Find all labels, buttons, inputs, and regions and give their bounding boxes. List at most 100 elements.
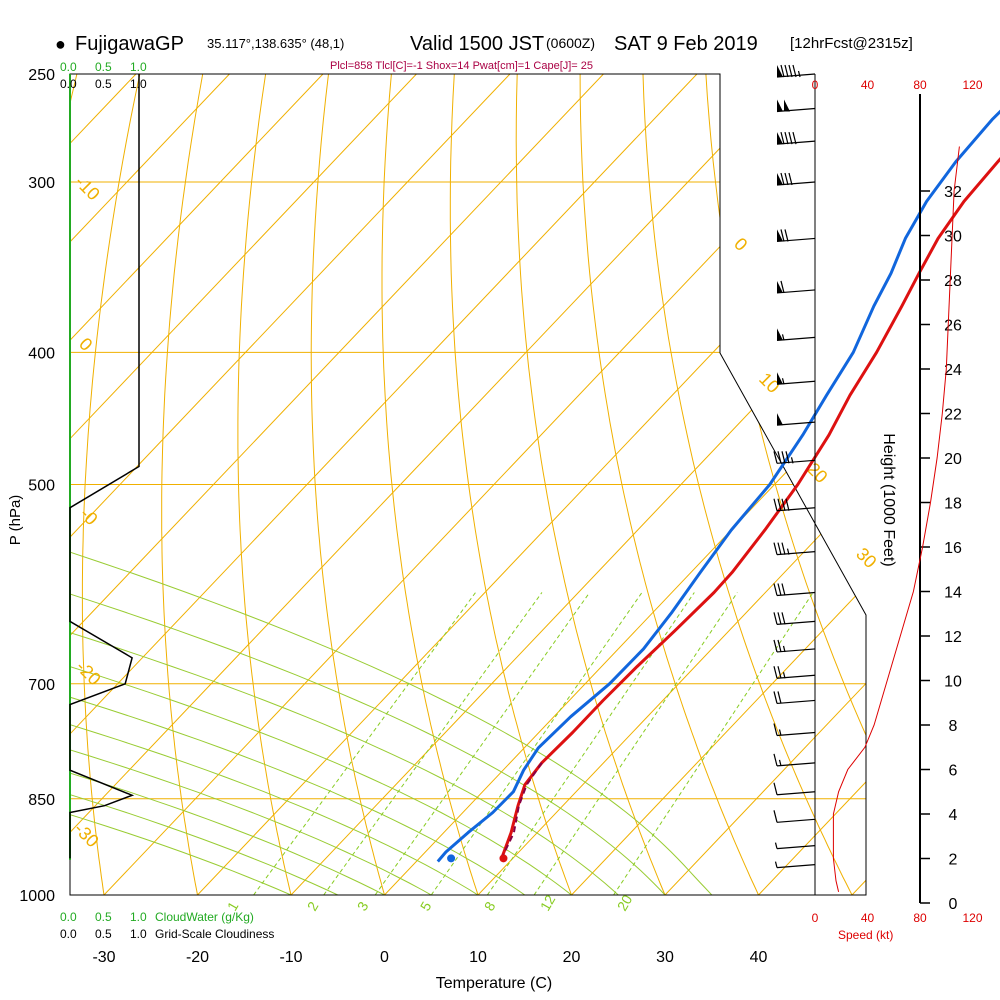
z-time: (0600Z) <box>546 35 595 51</box>
speed-tick-bottom: 80 <box>913 911 927 925</box>
barb-flag <box>777 639 782 653</box>
wind-barb <box>773 782 816 796</box>
cloudwater-tick-bottom: 1.0 <box>130 910 147 924</box>
wind-barb <box>773 639 816 653</box>
barb-pennant <box>777 328 783 341</box>
surface-dewpoint-dot <box>447 854 456 863</box>
wind-barb <box>773 612 816 625</box>
barb-flag <box>773 498 778 511</box>
height-tick: 32 <box>944 184 962 201</box>
barb-flag <box>773 612 778 625</box>
isotherm-line <box>70 74 698 895</box>
barb-half <box>781 334 785 341</box>
cloudiness-tick-top: 0.0 <box>60 77 77 91</box>
dry-adiabat <box>642 74 853 895</box>
barb-flag <box>773 583 778 596</box>
moist-adiabat <box>70 74 619 895</box>
height-tick: 16 <box>944 540 962 557</box>
wind-barb <box>776 64 816 78</box>
barb-flag <box>777 612 782 625</box>
isotherm-line <box>70 74 324 895</box>
barb-staff <box>776 731 816 737</box>
temp-tick: 0 <box>380 949 389 966</box>
barb-flag <box>773 666 778 679</box>
dry-adiabat <box>237 74 292 895</box>
barb-flag <box>784 229 789 242</box>
speed-tick-bottom: 0 <box>812 911 819 925</box>
temp-tick: 40 <box>750 949 768 966</box>
barb-half <box>782 672 786 679</box>
barb-flag <box>780 280 785 294</box>
barb-flag <box>781 498 786 511</box>
barb-pennant <box>777 99 783 112</box>
header-bullet: ● <box>55 34 66 54</box>
temp-tick: -10 <box>279 949 302 966</box>
pressure-tick: 400 <box>28 345 55 362</box>
barb-flag <box>784 172 789 186</box>
valid-time: Valid 1500 JST <box>410 33 544 55</box>
barb-flag <box>788 131 793 145</box>
surface-temp-dot <box>499 854 508 863</box>
mixing-ratio-label: 12 <box>537 892 559 914</box>
temp-tick: -30 <box>92 949 115 966</box>
barb-staff <box>776 791 816 796</box>
wind-speed-profile <box>832 146 960 893</box>
dry-adiabat <box>515 74 666 895</box>
height-tick: 0 <box>949 896 958 913</box>
barb-flag <box>792 64 797 78</box>
wind-barb <box>773 666 816 679</box>
wind-barb <box>773 753 816 767</box>
wind-barb <box>776 131 816 145</box>
plot-frame <box>69 73 867 896</box>
isotherm-line <box>851 74 866 895</box>
y-axis-title: P (hPa) <box>7 495 24 546</box>
height-tick: 24 <box>944 362 962 379</box>
barb-flag <box>780 131 785 145</box>
barb-flag <box>777 498 782 511</box>
barb-flag <box>773 810 778 823</box>
speed-tick-bottom: 120 <box>962 911 982 925</box>
moist-adiabat <box>70 74 339 895</box>
cloudwater-tick-bottom: 0.5 <box>95 910 112 924</box>
mixing-ratio-line <box>613 592 814 895</box>
height-tick: 12 <box>944 629 962 646</box>
x-axis-title: Temperature (C) <box>436 975 552 992</box>
height-tick: 10 <box>944 674 962 691</box>
pressure-tick: 500 <box>28 478 55 495</box>
barb-flag <box>773 753 778 766</box>
height-axis-title: Height (1000 Feet) <box>880 433 897 566</box>
barb-flag <box>777 542 782 555</box>
mixing-ratio-line <box>486 592 695 895</box>
barb-flag <box>777 451 782 464</box>
height-tick: 20 <box>944 451 962 468</box>
speed-tick-top: 120 <box>962 78 982 92</box>
dry-adiabat <box>161 74 204 895</box>
wind-barb <box>773 542 816 556</box>
pressure-tick: 1000 <box>19 888 55 905</box>
height-tick: 14 <box>944 585 962 602</box>
wind-barb <box>774 842 816 850</box>
isotherm-line <box>664 74 866 895</box>
isotherm-label: -20 <box>72 657 105 690</box>
wind-barb <box>773 498 816 512</box>
temp-tick: 10 <box>469 949 487 966</box>
barb-flag <box>784 131 789 145</box>
cloudiness-tick-top: 1.0 <box>130 77 147 91</box>
cloudwater-title: CloudWater (g/Kg) <box>155 910 254 924</box>
moist-adiabat <box>70 74 292 895</box>
barb-flag <box>788 172 793 186</box>
isotherm-line <box>70 74 230 895</box>
height-tick: 6 <box>949 763 958 780</box>
barb-staff <box>776 507 816 512</box>
barb-staff <box>776 845 816 850</box>
moist-adiabat <box>70 74 666 895</box>
mixing-ratio-label: 20 <box>614 892 636 914</box>
barb-pennant <box>777 172 783 185</box>
dry-adiabat <box>449 74 572 895</box>
background-lines <box>69 73 867 896</box>
height-tick: 26 <box>944 318 962 335</box>
dry-adiabat <box>381 74 479 895</box>
